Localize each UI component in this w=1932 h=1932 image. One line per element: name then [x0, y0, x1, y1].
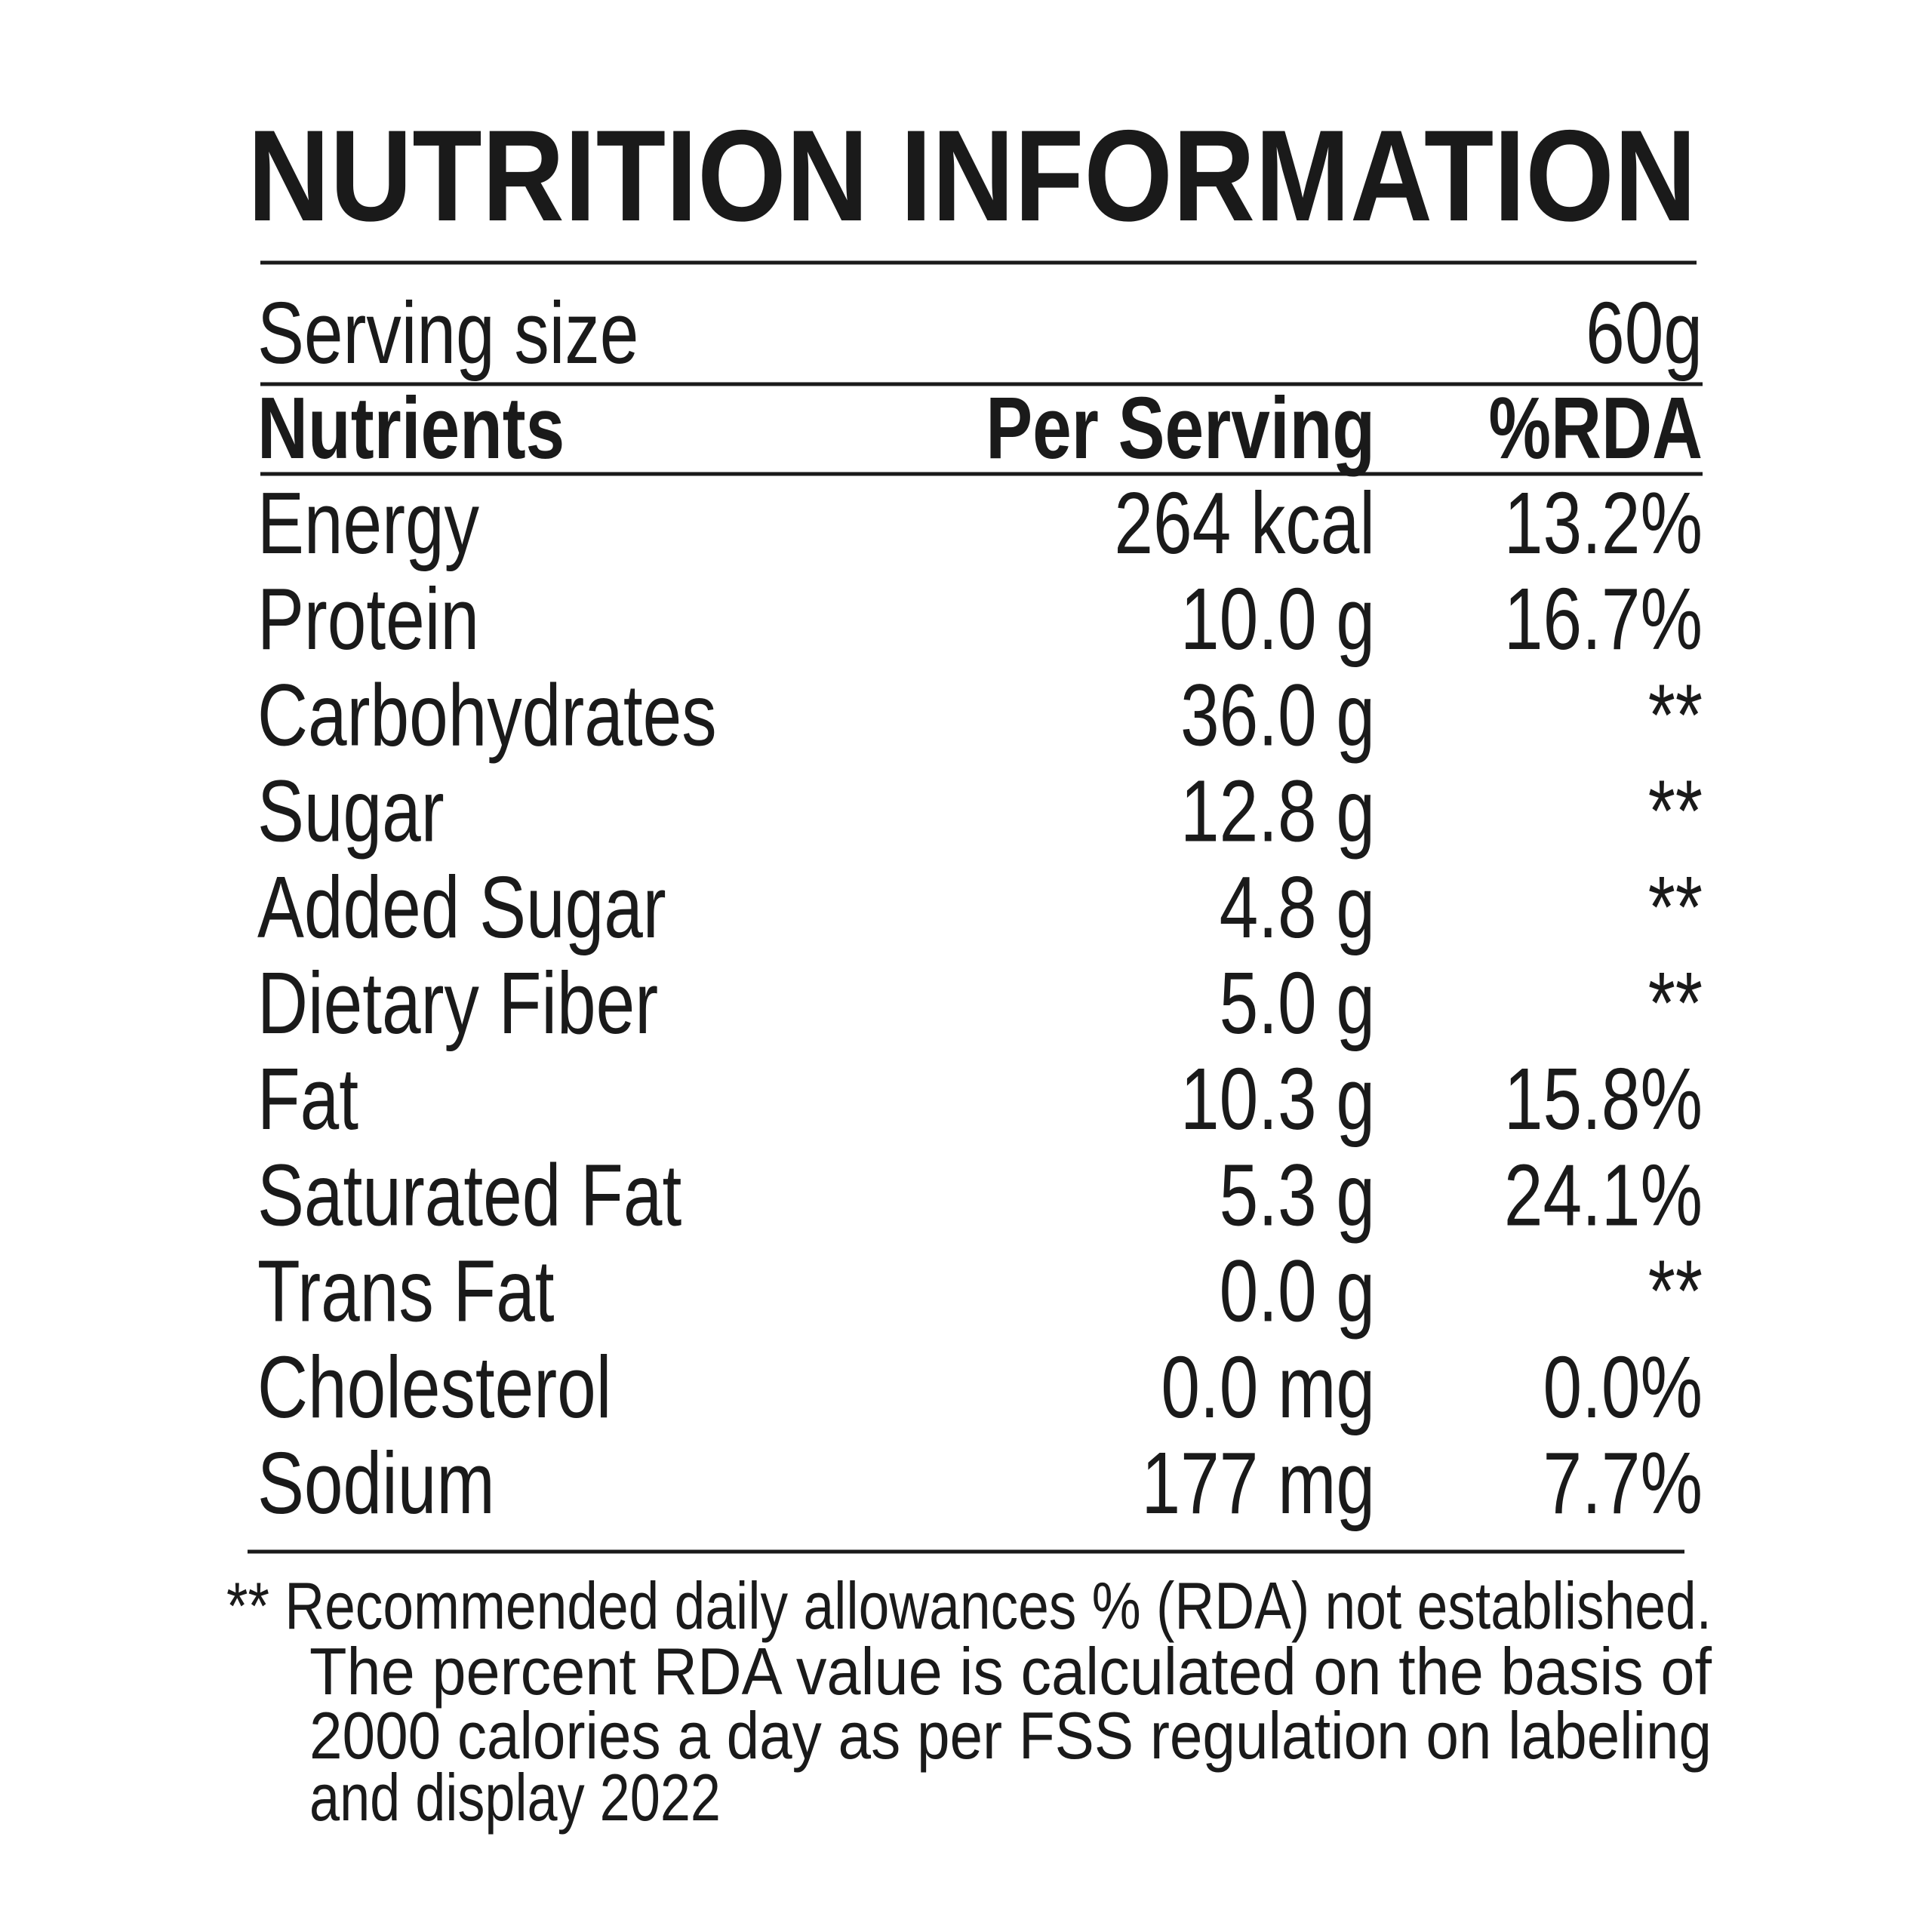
rda: **	[1648, 763, 1703, 860]
nutrient-name: Protein	[257, 571, 479, 668]
rda: **	[1648, 667, 1703, 764]
nutrient-name: Energy	[257, 475, 479, 572]
serving-value: 60g	[1586, 285, 1703, 382]
per-serving: 4.8 g	[1220, 859, 1375, 956]
nutrient-name: Saturated Fat	[257, 1147, 681, 1244]
footnote-line: The percent RDA value is calculated on t…	[309, 1634, 1712, 1709]
per-serving: 10.0 g	[1180, 571, 1375, 668]
rda: 16.7%	[1504, 571, 1703, 668]
title: NUTRITION INFORMATION	[248, 103, 1697, 248]
per-serving: 0.0 mg	[1161, 1339, 1375, 1436]
rda: 13.2%	[1504, 475, 1703, 572]
rda: 0.0%	[1543, 1339, 1703, 1436]
nutrient-name: Carbohydrates	[257, 667, 717, 764]
per-serving: 36.0 g	[1180, 667, 1375, 764]
rda: **	[1648, 955, 1703, 1052]
rda: 15.8%	[1504, 1051, 1703, 1148]
per-serving: 5.3 g	[1220, 1147, 1375, 1244]
serving-label: Serving size	[257, 285, 638, 382]
column-header: %RDA	[1488, 380, 1703, 477]
footnote-line: 2000 calories a day as per FSS regulatio…	[309, 1698, 1712, 1773]
nutrient-name: Sugar	[257, 763, 445, 860]
column-header: Per Serving	[986, 380, 1375, 477]
per-serving: 5.0 g	[1220, 955, 1375, 1052]
per-serving: 177 mg	[1142, 1435, 1375, 1532]
rda: 24.1%	[1504, 1147, 1703, 1244]
per-serving: 264 kcal	[1114, 475, 1375, 572]
footnote-line: and display 2022	[309, 1760, 721, 1835]
column-header: Nutrients	[257, 380, 565, 477]
rda: **	[1648, 859, 1703, 956]
nutrient-name: Cholesterol	[257, 1339, 611, 1436]
rda: 7.7%	[1543, 1435, 1703, 1532]
nutrient-name: Fat	[257, 1051, 358, 1148]
rda: **	[1648, 1243, 1703, 1340]
per-serving: 0.0 g	[1220, 1243, 1375, 1340]
nutrient-name: Added Sugar	[257, 859, 666, 956]
footnote-line: ** Recommended daily allowances % (RDA) …	[226, 1568, 1712, 1643]
nutrient-name: Sodium	[257, 1435, 495, 1532]
nutrient-name: Trans Fat	[257, 1243, 555, 1340]
per-serving: 10.3 g	[1180, 1051, 1375, 1148]
nutrient-name: Dietary Fiber	[257, 955, 658, 1052]
per-serving: 12.8 g	[1180, 763, 1375, 860]
